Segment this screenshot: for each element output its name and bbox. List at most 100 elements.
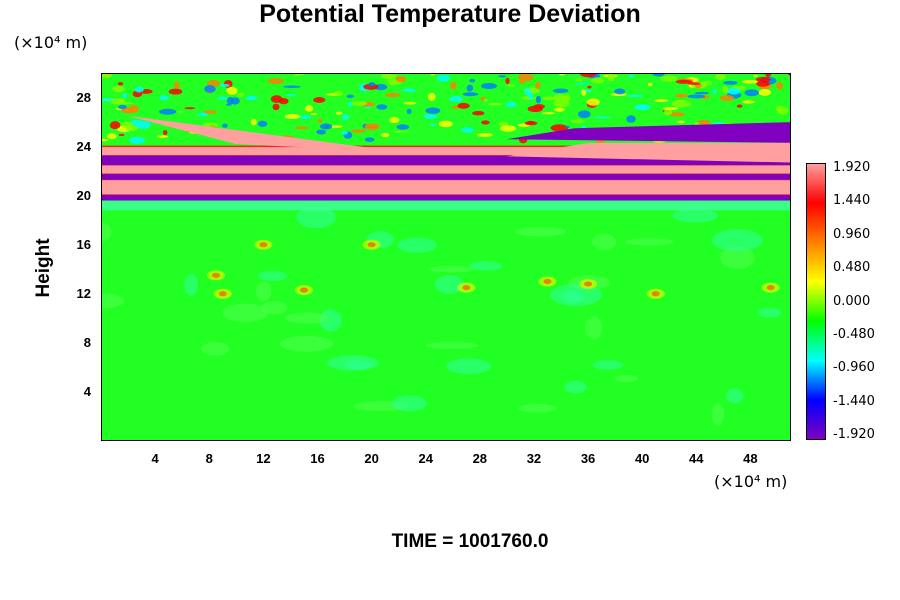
wave-speckle	[719, 94, 734, 101]
wave-speckle	[117, 104, 127, 110]
colorbar-label: -1.440	[833, 393, 875, 409]
wave-speckle	[283, 85, 301, 89]
wave-speckle	[341, 131, 349, 135]
band-layer	[101, 165, 791, 174]
upper-purple-band	[506, 122, 791, 143]
wave-speckle	[129, 136, 145, 144]
colorbar-label: 1.920	[833, 160, 871, 175]
wave-speckle	[480, 82, 497, 90]
wave-speckle	[607, 73, 615, 82]
wave-speckle	[236, 92, 245, 98]
wave-speckle	[329, 125, 343, 128]
wave-speckle	[115, 102, 133, 105]
wave-speckle	[758, 89, 772, 96]
wave-speckle	[203, 110, 218, 114]
wave-speckle	[285, 93, 297, 96]
field-patch	[564, 380, 587, 394]
wave-speckle	[594, 116, 611, 119]
wave-speckle	[159, 108, 177, 115]
wave-speckle	[553, 107, 565, 112]
wave-speckle	[723, 80, 738, 85]
wave-speckle	[571, 119, 586, 124]
wave-speckle	[653, 99, 669, 102]
y-tick-label: 20	[76, 187, 91, 203]
wave-speckle	[117, 98, 125, 103]
field-patch	[445, 358, 492, 375]
field-patch	[711, 402, 725, 426]
colorbar-label: 0.480	[833, 260, 871, 276]
wave-speckle	[381, 132, 390, 138]
wave-speckle	[395, 75, 407, 83]
wave-speckle	[335, 111, 343, 115]
field-patch	[396, 237, 437, 253]
wave-speckle	[755, 76, 771, 83]
wave-speckle	[121, 121, 133, 129]
wave-speckle	[278, 98, 289, 105]
colorbar-gradient	[806, 163, 826, 440]
band-fringe	[101, 200, 791, 211]
wave-speckle	[634, 104, 651, 111]
y-tick-label: 12	[76, 285, 91, 301]
field-patch	[592, 233, 617, 250]
wave-speckle	[184, 107, 196, 110]
warm-blob-core	[218, 291, 227, 297]
wave-speckle	[299, 115, 312, 120]
warm-blob-core	[584, 281, 593, 287]
wave-speckle	[741, 79, 759, 84]
wave-speckle	[756, 80, 770, 87]
wave-speckle	[450, 81, 457, 90]
field-patch	[550, 283, 603, 307]
field-patch	[468, 261, 503, 271]
wave-speckle	[535, 81, 541, 89]
wave-speckle	[178, 110, 184, 113]
wave-speckle	[396, 124, 410, 130]
wave-speckle	[553, 99, 570, 108]
wave-speckle	[168, 88, 183, 95]
field-patch	[614, 374, 638, 383]
wave-speckle	[575, 82, 589, 85]
wave-speckle	[342, 114, 349, 121]
field-patch	[625, 238, 674, 246]
wave-speckle	[107, 133, 117, 140]
y-unit-label: (×10⁴ m)	[14, 33, 88, 52]
wave-speckle	[565, 125, 570, 129]
wave-speckle	[481, 120, 490, 125]
wave-speckle	[267, 77, 284, 85]
warm-blob-core	[651, 291, 660, 297]
warm-blob-core	[462, 285, 471, 291]
field-patch	[757, 307, 782, 318]
x-tick-label: 20	[364, 451, 379, 466]
wave-speckle	[694, 91, 710, 95]
wave-speckle	[403, 101, 417, 105]
wave-speckle	[775, 105, 784, 111]
wave-speckle	[577, 110, 591, 119]
colorbar-label: -0.480	[833, 326, 875, 342]
time-label: TIME = 1001760.0	[391, 531, 549, 552]
wave-speckle	[591, 77, 605, 84]
wave-speckle	[626, 115, 636, 123]
x-tick-label: 4	[151, 451, 159, 466]
wave-speckle	[742, 100, 755, 104]
y-tick-label: 24	[76, 138, 91, 154]
wave-speckle	[217, 96, 228, 100]
y-tick-label: 8	[83, 334, 91, 350]
wave-speckle	[272, 103, 280, 111]
wave-speckle	[351, 100, 367, 106]
warm-blob-core	[299, 287, 308, 293]
wave-speckle	[668, 112, 686, 117]
wave-speckle	[436, 74, 450, 82]
band-edge	[101, 145, 791, 148]
wave-speckle	[250, 118, 257, 126]
field-patch	[257, 270, 288, 281]
wave-speckle	[316, 129, 326, 135]
wave-speckle	[542, 96, 556, 101]
wave-speckle	[507, 84, 515, 88]
wave-speckle	[202, 122, 219, 128]
wave-speckle	[526, 120, 535, 125]
wave-speckle	[469, 78, 476, 83]
wave-speckle	[550, 124, 569, 132]
x-tick-label: 36	[580, 451, 596, 466]
plot-frame	[101, 73, 791, 441]
x-tick-label: 44	[689, 451, 704, 466]
wave-speckle	[744, 89, 759, 97]
